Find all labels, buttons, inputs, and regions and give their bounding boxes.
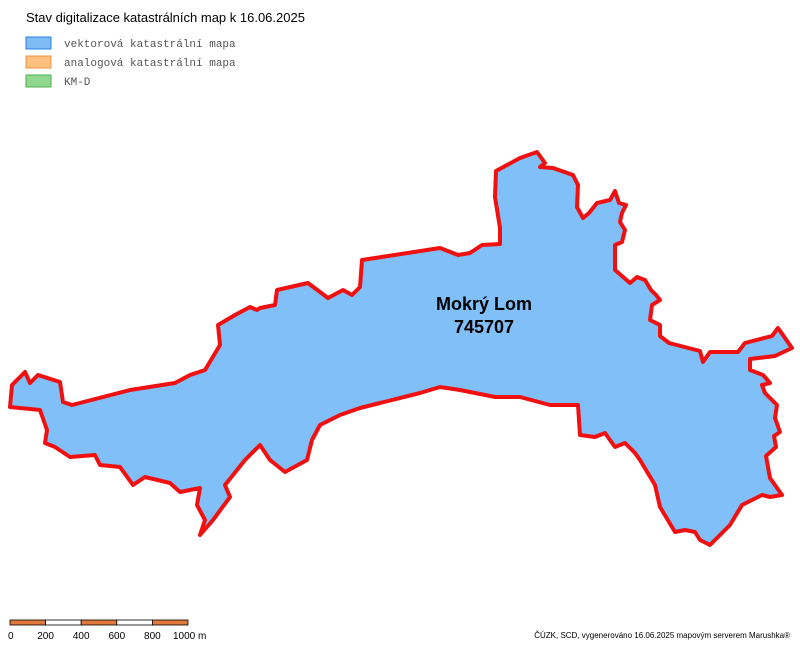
scale-bar: 0 200 400 600 800 1000 m (8, 619, 206, 642)
cadastral-area[interactable] (8, 150, 794, 547)
legend-label: vektorová katastrální mapa (64, 39, 236, 51)
scale-segment (9, 619, 46, 626)
area-name: Mokrý Lom (436, 294, 532, 314)
legend-label: analogová katastrální mapa (64, 58, 236, 70)
scale-segment (116, 619, 153, 626)
legend-swatch (25, 36, 52, 50)
scale-label: 600 (108, 631, 125, 642)
area-code: 745707 (454, 317, 514, 337)
scale-segment (80, 619, 118, 626)
legend-label: KM-D (64, 77, 91, 89)
map-title: Stav digitalizace katastrálních map k 16… (26, 10, 305, 25)
legend-swatch (25, 55, 52, 69)
scale-label: 1000 m (173, 631, 206, 642)
credit: ČÚZK, SCD, vygenerováno 16.06.2025 mapov… (534, 631, 790, 640)
scale-label: 800 (144, 631, 161, 642)
scale-label: 200 (37, 631, 54, 642)
scale-label: 400 (73, 631, 90, 642)
legend: vektorová katastrální mapa analogová kata… (25, 36, 236, 89)
legend-swatch (25, 74, 52, 88)
scale-label: 0 (8, 631, 14, 642)
scale-segment (151, 619, 189, 626)
scale-segment (45, 619, 82, 626)
